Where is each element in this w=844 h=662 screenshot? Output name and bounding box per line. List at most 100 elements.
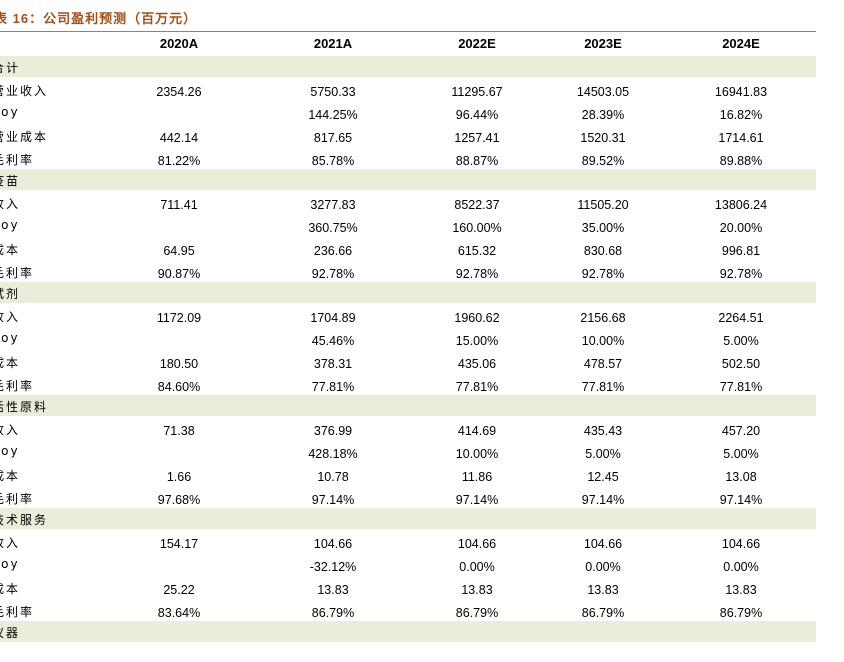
section-band [0, 508, 816, 529]
row-label: 成本 [0, 356, 21, 370]
cell: 435.06 [457, 357, 497, 371]
cell: 16.82% [719, 108, 763, 122]
cell: 5.00% [723, 447, 759, 461]
row-label: yoy [0, 331, 20, 345]
cell: 77.81% [719, 380, 763, 394]
cell: 0.00% [459, 560, 495, 574]
cell: 81.22% [157, 154, 201, 168]
cell: 13806.24 [714, 198, 768, 212]
cell: 378.31 [313, 357, 353, 371]
cell: 3277.83 [310, 198, 356, 212]
cell: 8522.37 [454, 198, 500, 212]
column-header: 2024E [722, 36, 760, 51]
cell: 92.78% [581, 267, 625, 281]
cell: 615.32 [457, 244, 497, 258]
cell: 12.45 [587, 470, 619, 484]
column-header: 2020A [159, 36, 199, 51]
cell: 15.00% [455, 334, 499, 348]
cell: 13.08 [725, 470, 757, 484]
cell: 376.99 [313, 424, 353, 438]
cell: 45.46% [311, 334, 355, 348]
cell: 97.14% [311, 493, 355, 507]
cell: 502.50 [721, 357, 761, 371]
cell: 160.00% [452, 221, 502, 235]
row-label: 营业收入 [0, 84, 49, 98]
cell: 154.17 [159, 537, 199, 551]
cell: 85.78% [311, 154, 355, 168]
header-rule [0, 31, 816, 32]
cell: 89.52% [581, 154, 625, 168]
cell: 0.00% [585, 560, 621, 574]
cell: 2264.51 [718, 311, 764, 325]
cell: 104.66 [721, 537, 761, 551]
cell: 10.00% [581, 334, 625, 348]
cell: 86.79% [719, 606, 763, 620]
cell: 11505.20 [577, 198, 629, 212]
cell: 86.79% [311, 606, 355, 620]
cell: 144.25% [308, 108, 358, 122]
cell: 1520.31 [580, 131, 626, 145]
cell: 11.86 [461, 470, 493, 484]
cell: 71.38 [163, 424, 195, 438]
cell: 77.81% [311, 380, 355, 394]
cell: 1172.09 [156, 311, 202, 325]
cell: 88.87% [455, 154, 499, 168]
section-band [0, 169, 816, 190]
row-label: 毛利率 [0, 605, 35, 619]
cell: 14503.05 [576, 85, 630, 99]
row-label: yoy [0, 218, 20, 232]
cell: 16941.83 [714, 85, 768, 99]
cell: 13.83 [725, 583, 757, 597]
cell: 64.95 [163, 244, 195, 258]
cell: 1714.61 [718, 131, 764, 145]
section-label: 活性原料 [0, 400, 49, 414]
cell: 360.75% [308, 221, 358, 235]
section-band [0, 56, 816, 77]
section-label: 仪器 [0, 626, 21, 640]
section-band [0, 282, 816, 303]
row-label: 毛利率 [0, 153, 35, 167]
row-label: 毛利率 [0, 379, 35, 393]
cell: 10.78 [317, 470, 349, 484]
column-header: 2021A [313, 36, 353, 51]
cell: 1704.89 [310, 311, 356, 325]
cell: 2354.26 [156, 85, 202, 99]
row-label: 毛利率 [0, 492, 35, 506]
cell: 83.64% [157, 606, 201, 620]
cell: 830.68 [583, 244, 623, 258]
cell: 11295.67 [451, 85, 503, 99]
cell: 0.00% [723, 560, 759, 574]
cell: 13.83 [317, 583, 349, 597]
cell: 180.50 [159, 357, 199, 371]
cell: 457.20 [721, 424, 761, 438]
row-label: 成本 [0, 243, 21, 257]
section-label: 疫苗 [0, 174, 21, 188]
section-band [0, 621, 816, 642]
cell: 442.14 [159, 131, 199, 145]
cell: 414.69 [457, 424, 497, 438]
cell: 97.14% [719, 493, 763, 507]
row-label: 毛利率 [0, 266, 35, 280]
section-label: 合计 [0, 61, 21, 75]
cell: 86.79% [581, 606, 625, 620]
cell: -32.12% [309, 560, 357, 574]
cell: 711.41 [160, 198, 198, 212]
section-label: 技术服务 [0, 513, 49, 527]
cell: 92.78% [719, 267, 763, 281]
cell: 428.18% [308, 447, 358, 461]
cell: 92.78% [311, 267, 355, 281]
cell: 1257.41 [454, 131, 500, 145]
row-label: yoy [0, 444, 20, 458]
row-label: 营业成本 [0, 130, 49, 144]
row-label: yoy [0, 557, 20, 571]
cell: 996.81 [721, 244, 761, 258]
cell: 13.83 [461, 583, 493, 597]
cell: 86.79% [455, 606, 499, 620]
cell: 96.44% [455, 108, 499, 122]
cell: 97.68% [157, 493, 201, 507]
cell: 89.88% [719, 154, 763, 168]
cell: 97.14% [455, 493, 499, 507]
row-label: 收入 [0, 423, 21, 437]
cell: 104.66 [583, 537, 623, 551]
